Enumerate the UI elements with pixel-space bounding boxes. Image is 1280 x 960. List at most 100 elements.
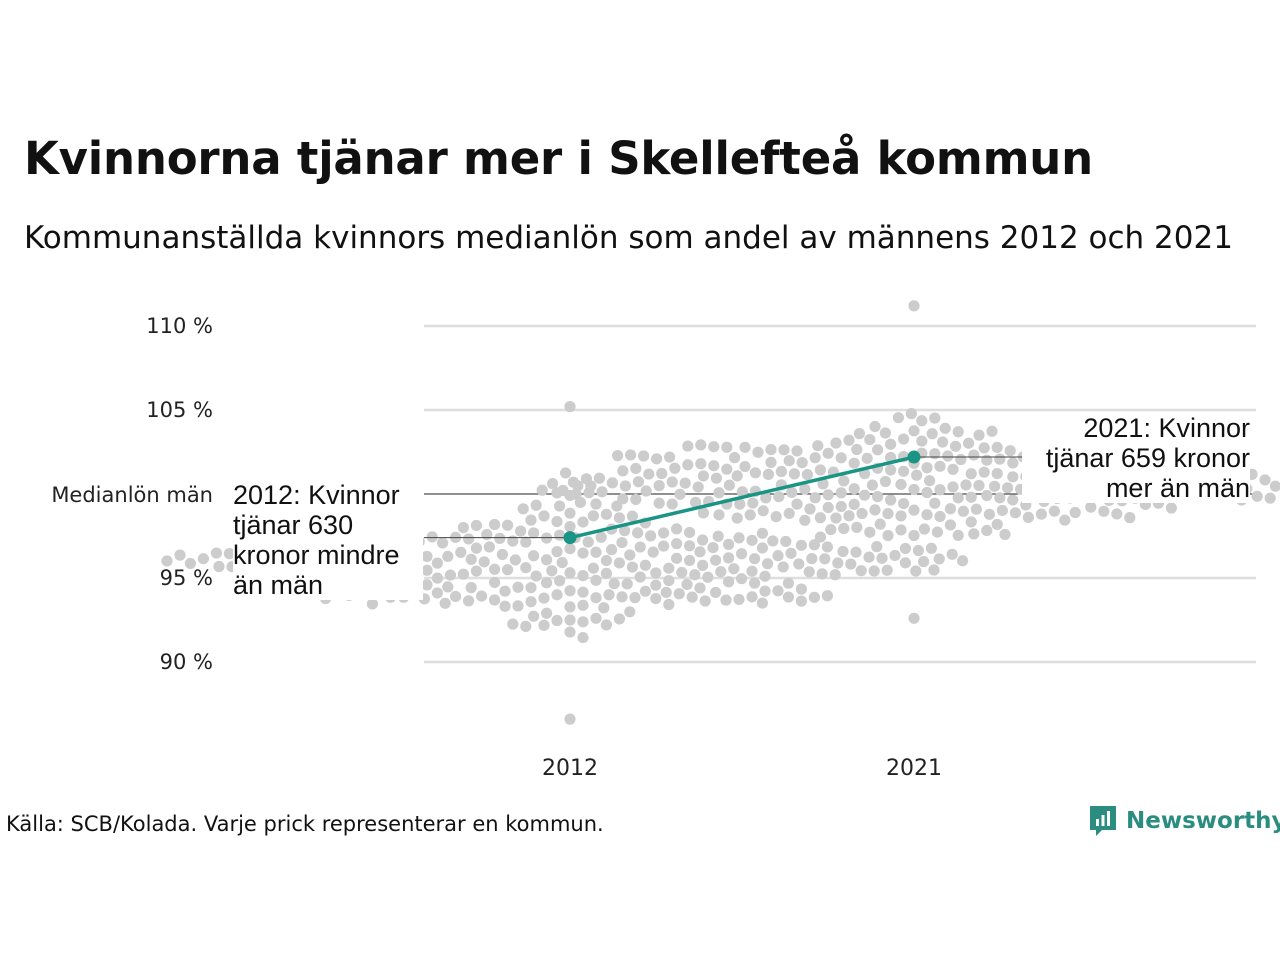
municipality-dot: [721, 463, 733, 475]
municipality-dot: [197, 553, 209, 565]
municipality-dot: [989, 480, 1001, 492]
municipality-dot: [530, 570, 542, 582]
municipality-dot: [557, 484, 569, 497]
municipality-dot: [673, 588, 685, 600]
municipality-dot: [845, 558, 857, 570]
municipality-dot: [684, 526, 696, 539]
chart-title: Kvinnorna tjänar mer i Skellefteå kommun: [24, 132, 1093, 185]
municipality-dot: [808, 539, 821, 551]
municipality-dot: [991, 441, 1003, 454]
municipality-dot: [476, 590, 488, 602]
municipality-dot: [530, 499, 542, 511]
municipality-dot: [577, 599, 589, 611]
municipality-dot: [528, 527, 540, 539]
municipality-dot: [577, 570, 589, 582]
municipality-dot: [507, 535, 519, 547]
municipality-dot: [785, 547, 797, 559]
municipality-dot: [898, 465, 910, 477]
municipality-dot: [619, 525, 631, 537]
municipality-dot: [512, 581, 524, 593]
municipality-dot: [991, 467, 1003, 480]
municipality-dot: [528, 610, 540, 622]
municipality-dot: [765, 456, 777, 469]
municipality-dot: [590, 546, 602, 558]
municipality-dot: [723, 576, 735, 588]
municipality-dot: [489, 576, 501, 589]
municipality-dot: [773, 491, 785, 503]
newsworthy-logo[interactable]: Newsworthy: [1088, 804, 1280, 838]
municipality-dot: [653, 480, 665, 492]
municipality-dot: [713, 509, 725, 521]
municipality-dot: [965, 516, 977, 528]
municipality-dot: [564, 626, 576, 638]
municipality-dot: [1009, 507, 1022, 519]
municipality-dot: [1007, 457, 1019, 469]
municipality-dot: [921, 462, 933, 474]
municipality-dot: [908, 529, 920, 542]
municipality-dot: [671, 552, 683, 564]
y-tick-label: 110 %: [146, 314, 213, 338]
municipality-dot: [1269, 480, 1280, 492]
municipality-dot: [731, 512, 743, 524]
municipality-dot: [658, 527, 670, 539]
municipality-dot: [551, 614, 563, 627]
municipality-dot: [1004, 445, 1016, 457]
municipality-dot: [608, 578, 620, 590]
municipality-dot: [606, 477, 619, 489]
municipality-dot: [596, 486, 608, 498]
municipality-dot: [528, 550, 540, 562]
municipality-dot: [799, 483, 811, 495]
skelleftea-point-2012: [563, 531, 577, 545]
municipality-dot: [536, 484, 548, 496]
municipality-dot: [525, 582, 537, 594]
municipality-dot: [577, 547, 589, 559]
municipality-dot: [478, 556, 490, 568]
source-note: Källa: SCB/Kolada. Varje prick represent…: [6, 812, 604, 836]
municipality-dot: [822, 447, 834, 459]
municipality-dot: [856, 507, 868, 520]
municipality-dot: [457, 522, 469, 534]
y-tick-label: 90 %: [160, 650, 213, 674]
municipality-dot: [697, 559, 709, 571]
municipality-dot: [613, 613, 626, 625]
municipality-dot: [520, 536, 532, 548]
municipality-dot: [756, 542, 769, 554]
municipality-dot: [1007, 471, 1019, 483]
municipality-dot: [934, 460, 946, 472]
municipality-dot: [908, 425, 920, 437]
municipality-dot: [793, 558, 805, 570]
municipality-dot: [603, 589, 615, 601]
municipality-dot: [908, 504, 920, 516]
municipality-dot: [617, 493, 629, 505]
municipality-dot: [723, 538, 735, 551]
municipality-dot: [697, 470, 710, 482]
municipality-dot: [639, 585, 652, 597]
municipality-dot: [981, 489, 993, 502]
municipality-dot: [223, 548, 235, 560]
municipality-dot: [905, 408, 918, 420]
municipality-dot: [1022, 511, 1034, 524]
municipality-dot: [942, 450, 954, 462]
municipality-dot: [819, 553, 831, 565]
municipality-dot: [517, 503, 529, 515]
municipality-dot: [876, 552, 888, 564]
municipality-dot: [671, 523, 683, 535]
municipality-dot: [744, 509, 756, 521]
municipality-dot: [965, 491, 977, 503]
municipality-dot: [855, 565, 867, 577]
municipality-dot: [577, 616, 589, 628]
municipality-dot: [626, 561, 639, 573]
municipality-dot: [708, 441, 720, 453]
municipality-dot: [986, 425, 998, 437]
municipality-dot: [952, 426, 964, 438]
municipality-dot: [830, 512, 842, 524]
municipality-dot: [617, 465, 629, 477]
municipality-dot: [739, 441, 751, 453]
municipality-dot: [814, 531, 827, 543]
municipality-dot: [731, 470, 743, 482]
municipality-dot: [653, 497, 665, 509]
municipality-dot: [749, 467, 762, 479]
municipality-dot: [624, 606, 636, 618]
municipality-dot: [885, 494, 897, 506]
municipality-dot: [489, 518, 501, 531]
